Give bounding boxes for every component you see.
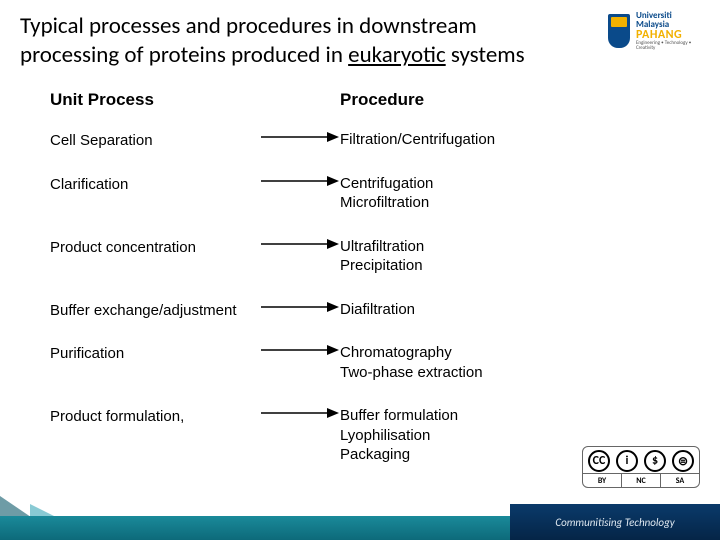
procedure-line: Precipitation [340,256,590,276]
title-underlined: eukaryotic [348,41,446,69]
procedure-line: Two-phase extraction [340,363,590,383]
arrow-icon [260,174,340,188]
procedure-line: Filtration/Centrifugation [340,130,590,150]
process-label: Cell Separation [50,130,260,149]
header-procedure: Procedure [340,90,590,110]
procedure-line: Buffer formulation [340,406,590,426]
footer: Communitising Technology [0,496,720,540]
diagram-rows: Cell Separation Filtration/Centrifugation… [50,130,590,465]
procedure-line: Ultrafiltration [340,237,590,257]
diagram-row: Cell Separation Filtration/Centrifugation [50,130,590,150]
header-process: Unit Process [50,90,260,110]
diagram-header-row: Unit Process Procedure [50,90,590,110]
cc-icon: CC [588,450,610,472]
header-spacer [260,90,340,110]
cc-license-badge: CC i $ ⊜ BY NC SA [582,446,700,488]
logo-shield-icon [608,14,630,48]
logo-text-block: Universiti Malaysia PAHANG Engineering •… [636,11,700,51]
procedure-labels: UltrafiltrationPrecipitation [340,237,590,276]
cc-label-nc: NC [622,474,661,487]
arrow-icon [260,343,340,357]
slide-title: Typical processes and procedures in down… [20,12,580,70]
cc-labels-row: BY NC SA [583,473,699,487]
procedure-labels: Buffer formulationLyophilisationPackagin… [340,406,590,465]
process-label: Buffer exchange/adjustment [50,300,260,319]
diagram-row: Product concentration UltrafiltrationPrec… [50,237,590,276]
university-logo: Universiti Malaysia PAHANG Engineering •… [608,10,700,52]
cc-icons-row: CC i $ ⊜ [583,447,699,473]
arrow-icon [260,237,340,251]
logo-subtitle: Engineering • Technology • Creativity [636,41,700,51]
procedure-line: Centrifugation [340,174,590,194]
cc-label-sa: SA [661,474,699,487]
procedure-labels: Diafiltration [340,300,590,320]
process-label: Purification [50,343,260,362]
process-label: Product concentration [50,237,260,256]
procedure-line: Chromatography [340,343,590,363]
procedure-line: Microfiltration [340,193,590,213]
procedure-labels: CentrifugationMicrofiltration [340,174,590,213]
procedure-line: Lyophilisation [340,426,590,446]
procedure-line: Diafiltration [340,300,590,320]
nc-icon: $ [644,450,666,472]
title-suffix: systems [446,41,525,69]
arrow-icon [260,300,340,314]
procedure-line: Packaging [340,445,590,465]
process-label: Product formulation, [50,406,260,425]
diagram-row: Buffer exchange/adjustment Diafiltration [50,300,590,320]
process-diagram: Unit Process Procedure Cell Separation Fi… [50,90,590,489]
diagram-row: Purification ChromatographyTwo-phase extr… [50,343,590,382]
footer-tagline: Communitising Technology [555,516,674,529]
procedure-labels: ChromatographyTwo-phase extraction [340,343,590,382]
footer-navy-panel: Communitising Technology [510,504,720,540]
sa-icon: ⊜ [672,450,694,472]
process-label: Clarification [50,174,260,193]
diagram-row: Product formulation, Buffer formulationLy… [50,406,590,465]
arrow-icon [260,130,340,144]
by-icon: i [616,450,638,472]
diagram-row: Clarification CentrifugationMicrofiltrati… [50,174,590,213]
arrow-icon [260,406,340,420]
procedure-labels: Filtration/Centrifugation [340,130,590,150]
cc-label-by: BY [583,474,622,487]
